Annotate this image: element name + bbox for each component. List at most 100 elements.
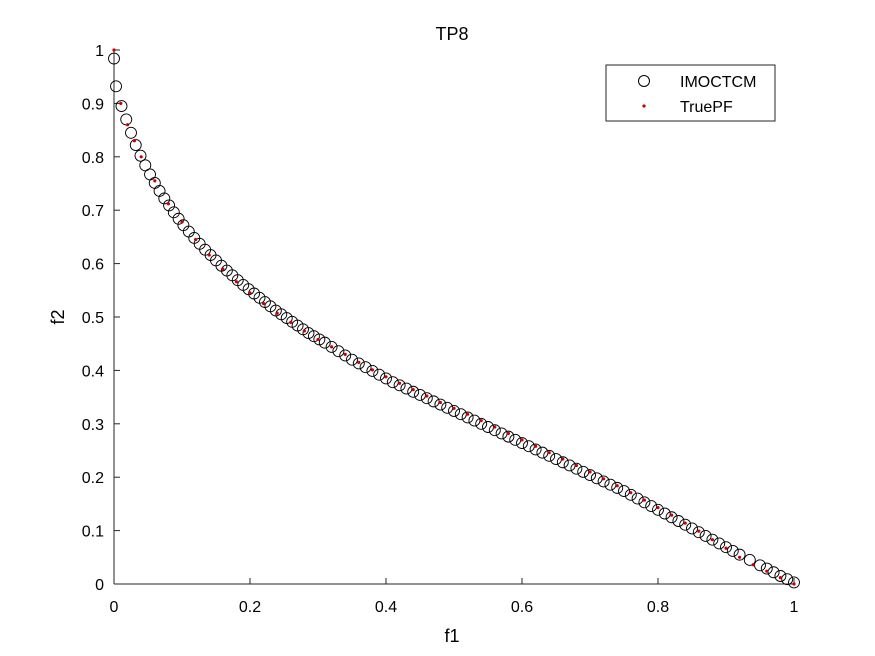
imoctcm-point xyxy=(713,537,726,550)
imoctcm-point xyxy=(706,533,719,546)
truepf-point xyxy=(316,337,320,342)
legend-box xyxy=(605,64,776,122)
y-tick-label: 0.8 xyxy=(82,150,104,167)
series-imoctcm xyxy=(108,52,800,589)
imoctcm-point xyxy=(584,469,596,482)
imoctcm-point xyxy=(611,481,624,494)
imoctcm-point xyxy=(167,206,180,219)
imoctcm-point xyxy=(386,376,399,389)
imoctcm-point xyxy=(570,462,583,475)
truepf-point xyxy=(479,418,483,423)
y-tick-label: 0.4 xyxy=(82,363,104,380)
imoctcm-point xyxy=(686,522,698,535)
imoctcm-point xyxy=(638,496,651,509)
imoctcm-point xyxy=(393,379,406,392)
series-truepf xyxy=(112,48,796,586)
imoctcm-point xyxy=(125,126,137,139)
truepf-point xyxy=(302,329,306,333)
imoctcm-point xyxy=(618,485,630,498)
truepf-point xyxy=(547,451,551,455)
truepf-point xyxy=(710,538,715,542)
truepf-point xyxy=(398,381,402,385)
legend-label-truepf: TruePF xyxy=(680,99,733,116)
truepf-point xyxy=(588,470,592,474)
legend-label-imoctcm: IMOCTCM xyxy=(680,74,756,91)
truepf-point xyxy=(411,388,415,392)
truepf-point xyxy=(751,563,755,567)
imoctcm-point xyxy=(516,437,528,449)
x-tick-label: 0.8 xyxy=(647,599,669,616)
imoctcm-point xyxy=(427,395,440,408)
y-tick-label: 0.5 xyxy=(82,310,104,327)
truepf-point xyxy=(132,139,136,143)
legend-marker-truepf xyxy=(642,104,646,108)
imoctcm-point xyxy=(420,392,433,405)
imoctcm-point xyxy=(774,570,787,582)
x-ticks: 0 0.2 0.4 0.6 0.8 1 xyxy=(110,578,799,616)
imoctcm-point xyxy=(139,159,152,172)
truepf-point xyxy=(683,521,687,525)
truepf-point xyxy=(343,352,347,356)
imoctcm-point xyxy=(781,573,794,586)
imoctcm-point xyxy=(631,492,644,505)
imoctcm-point xyxy=(380,372,392,385)
imoctcm-point xyxy=(475,417,488,430)
imoctcm-point xyxy=(373,368,386,381)
imoctcm-point xyxy=(733,548,746,561)
truepf-point xyxy=(506,431,510,436)
truepf-point xyxy=(452,406,456,410)
imoctcm-point xyxy=(434,398,447,411)
truepf-point xyxy=(262,302,266,306)
y-axis-label: f2 xyxy=(48,309,68,324)
truepf-point xyxy=(615,484,619,488)
imoctcm-point xyxy=(665,511,678,524)
imoctcm-point xyxy=(346,353,358,366)
imoctcm-point xyxy=(325,340,338,353)
truepf-point xyxy=(561,457,565,461)
truepf-point xyxy=(765,569,769,573)
truepf-point xyxy=(207,253,211,257)
x-tick-label: 0.4 xyxy=(375,599,397,616)
imoctcm-point xyxy=(163,199,176,212)
truepf-point xyxy=(112,48,116,52)
truepf-point xyxy=(697,529,701,533)
legend: IMOCTCM TruePF xyxy=(605,64,776,122)
truepf-point xyxy=(520,438,524,442)
truepf-point xyxy=(234,280,238,284)
imoctcm-point xyxy=(658,507,671,520)
truepf-point xyxy=(425,394,429,398)
truepf-point xyxy=(180,220,184,224)
imoctcm-point xyxy=(110,80,122,93)
truepf-point xyxy=(724,546,728,550)
truepf-point xyxy=(119,101,123,105)
imoctcm-point xyxy=(352,357,365,370)
truepf-point xyxy=(384,375,388,379)
imoctcm-point xyxy=(529,443,542,456)
imoctcm-point xyxy=(543,449,556,462)
truepf-point xyxy=(370,368,374,372)
imoctcm-point xyxy=(645,500,658,512)
x-tick-label: 0.2 xyxy=(239,599,261,616)
truepf-point xyxy=(792,582,796,586)
imoctcm-point xyxy=(359,361,372,374)
x-axis-label: f1 xyxy=(444,626,459,646)
imoctcm-point xyxy=(158,192,171,205)
imoctcm-point xyxy=(108,52,120,65)
imoctcm-point xyxy=(366,364,379,377)
imoctcm-point xyxy=(318,336,331,349)
y-tick-label: 0 xyxy=(95,577,104,594)
imoctcm-point xyxy=(134,149,147,162)
truepf-point xyxy=(656,506,660,510)
x-tick-label: 0.6 xyxy=(511,599,533,616)
y-tick-label: 0.6 xyxy=(82,257,104,274)
truepf-point xyxy=(670,513,674,517)
imoctcm-point xyxy=(767,566,780,579)
y-tick-label: 0.9 xyxy=(82,96,104,113)
truepf-point xyxy=(248,291,252,295)
truepf-point xyxy=(629,491,633,495)
truepf-point xyxy=(126,123,130,127)
truepf-point xyxy=(438,400,442,405)
imoctcm-point xyxy=(699,529,712,542)
imoctcm-point xyxy=(502,430,515,443)
